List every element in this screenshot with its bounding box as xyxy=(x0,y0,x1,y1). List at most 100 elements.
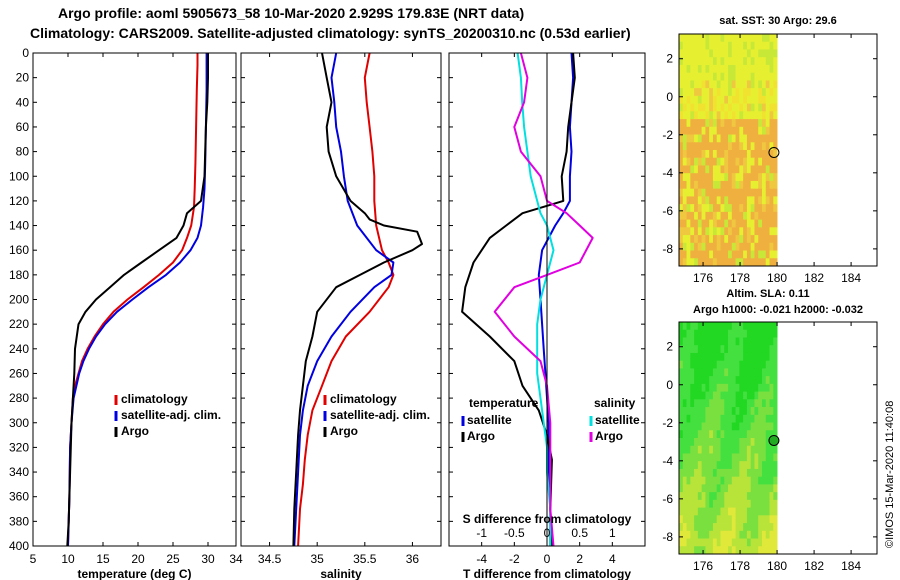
sst_map-cell xyxy=(739,258,744,267)
sla_map-cell xyxy=(731,538,736,547)
sst_map-cell xyxy=(739,165,744,174)
depth-tick-label: 120 xyxy=(9,194,29,208)
sla_map-cell xyxy=(746,407,752,416)
sla_map-cell xyxy=(705,329,710,338)
depth-tick-label: 60 xyxy=(16,120,30,134)
sst_map-cell xyxy=(690,88,695,97)
sst_map-cell xyxy=(682,103,687,112)
sla_map-cell xyxy=(694,376,699,385)
sla_map-lat-label: 0 xyxy=(666,378,673,392)
sla_map-cell xyxy=(731,391,736,400)
sst_map-cell xyxy=(712,250,718,259)
sst_map-cell xyxy=(739,95,744,104)
sst_map-cell xyxy=(746,242,752,251)
sst_map-cell xyxy=(769,95,774,104)
sst_map-cell xyxy=(716,211,721,220)
sst_map-cell xyxy=(705,103,710,112)
sst_map-cell xyxy=(761,64,767,74)
sst_map-cell xyxy=(765,165,770,174)
sla_map-cell xyxy=(758,438,763,447)
sst_map-cell xyxy=(728,64,733,74)
sla_map-cell xyxy=(754,530,759,539)
sla_map-cell xyxy=(720,407,725,416)
sla_map-cell xyxy=(709,337,714,346)
sst_map-cell xyxy=(682,150,687,159)
sla_map-cell xyxy=(712,546,718,555)
sst_map-cell xyxy=(720,180,725,190)
sla_map-cell xyxy=(686,515,691,524)
sla_map-cell xyxy=(701,352,706,362)
sla_map-cell xyxy=(724,399,729,408)
sla_map-cell xyxy=(720,422,725,431)
sla_map-cell xyxy=(694,530,699,539)
sst_map-cell xyxy=(750,227,755,236)
sla_map-cell xyxy=(728,461,733,470)
sst_map-cell xyxy=(735,235,740,244)
sla_map-cell xyxy=(731,523,736,532)
sla_map-cell xyxy=(724,546,729,555)
sst_map-cell xyxy=(686,41,691,50)
sla_map-cell xyxy=(701,515,706,524)
sla_map-cell xyxy=(728,399,733,408)
sst_map-cell xyxy=(724,219,729,228)
sla_map-cell xyxy=(758,399,763,408)
sla_map-cell xyxy=(739,453,744,462)
sla_map-cell xyxy=(690,468,695,478)
sla_map-cell xyxy=(743,414,748,423)
legend-label: satellite-adj. clim. xyxy=(330,408,430,422)
sst_map-cell xyxy=(724,119,729,128)
sla_map-cell xyxy=(694,476,699,485)
sla_map-cell xyxy=(769,337,774,346)
sst_map-cell xyxy=(705,80,710,89)
sla_map-cell xyxy=(769,461,774,470)
sla_map-cell xyxy=(712,391,718,400)
sla_map-cell xyxy=(694,461,699,470)
sst_map-cell xyxy=(686,196,691,205)
sla_map-cell xyxy=(735,438,740,447)
sst_map-cell xyxy=(761,235,767,244)
sla_map-cell xyxy=(728,337,733,346)
sla_map-cell xyxy=(731,329,736,338)
sst_map-cell xyxy=(743,57,748,66)
sla_map-cell xyxy=(716,499,721,508)
sla_map-cell xyxy=(720,391,725,400)
sst_map-cell xyxy=(769,227,774,236)
depth-tick-label: 180 xyxy=(9,268,29,282)
sst_map-cell xyxy=(761,227,767,236)
sla_map-cell xyxy=(750,476,755,485)
sla_map-cell xyxy=(750,438,755,447)
sla_map-cell xyxy=(716,538,721,547)
sla_map-cell xyxy=(731,399,736,408)
sst_map-cell xyxy=(690,119,695,128)
sst_map-cell xyxy=(773,150,778,159)
sla_map-cell xyxy=(682,438,687,447)
sla_map-cell xyxy=(735,430,740,439)
sst_map-cell xyxy=(720,227,725,236)
sst_map-cell xyxy=(754,80,759,89)
legend-label: climatology xyxy=(330,392,397,406)
sla_map-cell xyxy=(731,476,736,485)
sla_map-cell xyxy=(697,383,703,392)
sla_map-cell xyxy=(731,507,736,516)
sla_map-cell xyxy=(754,352,759,362)
sla_map-cell xyxy=(720,492,725,501)
sla_map-cell xyxy=(731,352,736,362)
sst_map-cell xyxy=(705,41,710,50)
sst_map-cell xyxy=(701,57,706,66)
sla_map-cell xyxy=(769,515,774,524)
sla_map-cell xyxy=(728,407,733,416)
sla_map-cell xyxy=(716,445,721,454)
sla_map-cell xyxy=(746,399,752,408)
sla_map-cell xyxy=(750,530,755,539)
sst_map-cell xyxy=(679,235,684,244)
sla_map-cell xyxy=(720,468,725,478)
sla_map-cell xyxy=(679,407,684,416)
sst_map-cell xyxy=(716,258,721,267)
sla_map-cell xyxy=(686,345,691,354)
sla_map-cell xyxy=(709,523,714,532)
sst_map-argo-marker xyxy=(768,146,780,158)
sst_map-cell xyxy=(694,235,699,244)
sla_map-cell xyxy=(679,546,684,555)
sst_map-cell xyxy=(709,250,714,259)
